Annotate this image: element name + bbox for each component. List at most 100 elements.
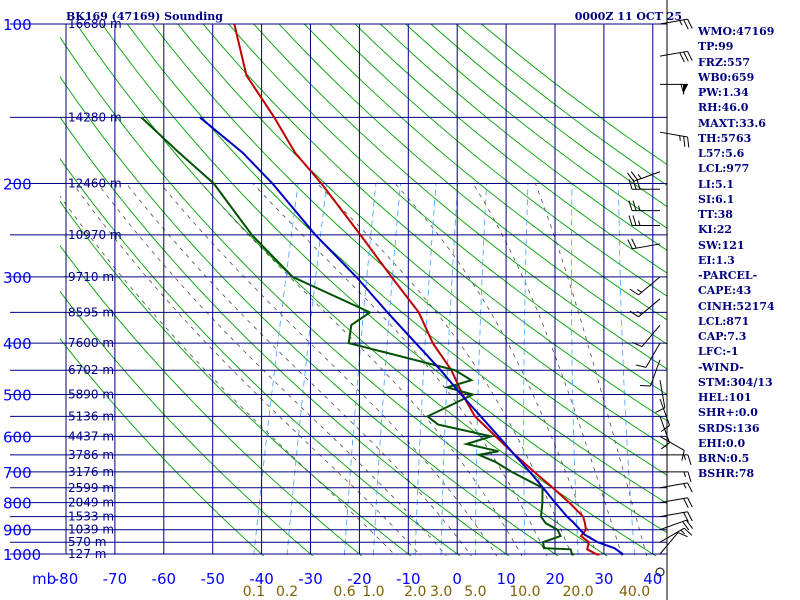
- wind-barb-feather: [627, 239, 633, 250]
- height-label: 5890 m: [68, 387, 114, 401]
- dry-adiabat-line: [354, 24, 667, 274]
- height-label: 14280 m: [68, 110, 122, 124]
- height-label: 2049 m: [68, 496, 114, 510]
- mixing-ratio-label: 0.2: [276, 584, 298, 600]
- wind-barb-feather: [687, 471, 692, 483]
- mixing-ratio-line: [474, 183, 487, 556]
- pressure-tick-label: 300: [3, 269, 32, 287]
- wind-barb-feather: [629, 288, 639, 296]
- dry-adiabat-line: [101, 24, 667, 534]
- pressure-tick-label: 400: [3, 335, 32, 353]
- wind-barb-feather: [687, 497, 693, 508]
- index-item: SI:6.1: [698, 192, 735, 206]
- wind-barb-feather: [687, 482, 693, 493]
- temperature-profile: [233, 24, 600, 556]
- pressure-tick-label: 800: [3, 495, 32, 513]
- dry-adiabat-line: [177, 24, 667, 449]
- wind-barb-half-feather: [637, 174, 642, 179]
- height-label: 1039 m: [68, 523, 114, 537]
- wind-barb-staff: [659, 519, 687, 531]
- moist-adiabat-line: [60, 195, 397, 556]
- dry-adiabat-line: [304, 24, 667, 321]
- temperature-tick-label: 40: [643, 570, 662, 588]
- index-item: SW:121: [698, 238, 745, 252]
- wind-barb-staff: [659, 50, 688, 57]
- pressure-unit-label: mb: [32, 570, 56, 588]
- mixing-ratio-line: [253, 183, 299, 556]
- wind-barb-staff: [659, 497, 688, 504]
- index-item: CAPE:43: [698, 284, 752, 298]
- mixing-ratio-label: 0.1: [243, 584, 265, 600]
- temperature-tick-label: -30: [298, 570, 323, 588]
- height-label: 7600 m: [68, 336, 114, 350]
- index-item: RH:46.0: [698, 101, 749, 115]
- height-label: 3786 m: [68, 448, 114, 462]
- wind-barb-feather: [660, 442, 670, 450]
- wind-barb-feather: [630, 171, 638, 181]
- dry-adiabat-line: [228, 24, 667, 396]
- wind-barb-feather: [682, 521, 690, 531]
- height-label: 4437 m: [68, 429, 114, 443]
- index-item: HEL:101: [698, 391, 752, 404]
- index-item: CINH:52174: [698, 299, 775, 313]
- wind-barb-staff: [659, 398, 671, 426]
- index-item: EI:1.3: [698, 253, 735, 267]
- wind-barb-half-feather: [638, 205, 641, 211]
- dry-adiabat-line: [60, 157, 461, 556]
- pressure-tick-label: 900: [3, 522, 32, 540]
- wind-barb-half-feather: [680, 529, 685, 535]
- wind-barb-staff: [638, 276, 661, 296]
- dry-adiabat-line: [126, 24, 667, 505]
- height-label: 2599 m: [68, 481, 114, 495]
- index-item: PW:1.34: [698, 86, 749, 99]
- index-item: -PARCEL-: [698, 269, 758, 282]
- index-item: KI:22: [698, 223, 733, 237]
- dry-adiabat-line: [76, 24, 657, 556]
- wind-barb-feather: [687, 18, 693, 29]
- temperature-tick-label: -80: [54, 570, 79, 588]
- wind-barb-feather: [628, 179, 633, 190]
- index-item: STM:304/13: [698, 375, 773, 389]
- wind-barb-feather: [627, 172, 635, 182]
- wind-barb-feather: [632, 342, 643, 348]
- wind-barb-feather: [687, 511, 693, 522]
- wind-barb-staff: [659, 527, 685, 543]
- index-item: EHI:0.0: [698, 436, 746, 450]
- wind-barb-feather: [628, 200, 633, 211]
- wind-barb-feather: [683, 527, 693, 536]
- temperature-tick-label: -40: [249, 570, 274, 588]
- dry-adiabat-line: [60, 337, 265, 556]
- dry-adiabat-line: [202, 24, 667, 422]
- height-label: 12460 m: [68, 177, 122, 191]
- height-label: 10970 m: [68, 228, 122, 242]
- temperature-tick-label: -60: [152, 570, 177, 588]
- grid-lines: [10, 0, 668, 600]
- mixing-ratio-label: 1.0: [362, 584, 384, 600]
- wind-barb-staff: [649, 359, 661, 387]
- wind-barb-feather: [635, 364, 647, 368]
- wind-barb-staff: [633, 171, 661, 182]
- mixing-ratio-label: 3.0: [430, 584, 452, 600]
- moist-adiabat-line: [317, 183, 573, 556]
- mixing-ratio-line: [286, 183, 328, 556]
- wind-barb-feather: [687, 136, 690, 148]
- index-item: FRZ:557: [698, 55, 751, 69]
- mixing-ratio-line: [440, 183, 459, 556]
- index-item: MAXT:33.6: [698, 116, 766, 130]
- wind-barb-feather: [629, 310, 639, 318]
- wind-barb-half-feather: [679, 135, 681, 141]
- wind-barb-staff: [641, 324, 661, 347]
- index-item: TT:38: [698, 208, 733, 221]
- wind-barb-feather: [685, 519, 693, 529]
- index-item: LI:5.1: [698, 177, 735, 191]
- wind-barb-feather: [636, 179, 641, 190]
- pressure-tick-label: 700: [3, 464, 32, 482]
- index-item: TH:5763: [698, 131, 752, 145]
- dry-adiabat-line: [60, 36, 608, 556]
- pressure-tick-label: 1000: [3, 546, 41, 564]
- temperature-tick-label: 30: [594, 570, 613, 588]
- height-label: 5136 m: [68, 409, 114, 423]
- indices-panel: WMO:47169 TP:99 FRZ:557 WB0:659 PW:1.34 RH:46…: [698, 24, 798, 482]
- wind-barb-half-feather: [679, 20, 683, 26]
